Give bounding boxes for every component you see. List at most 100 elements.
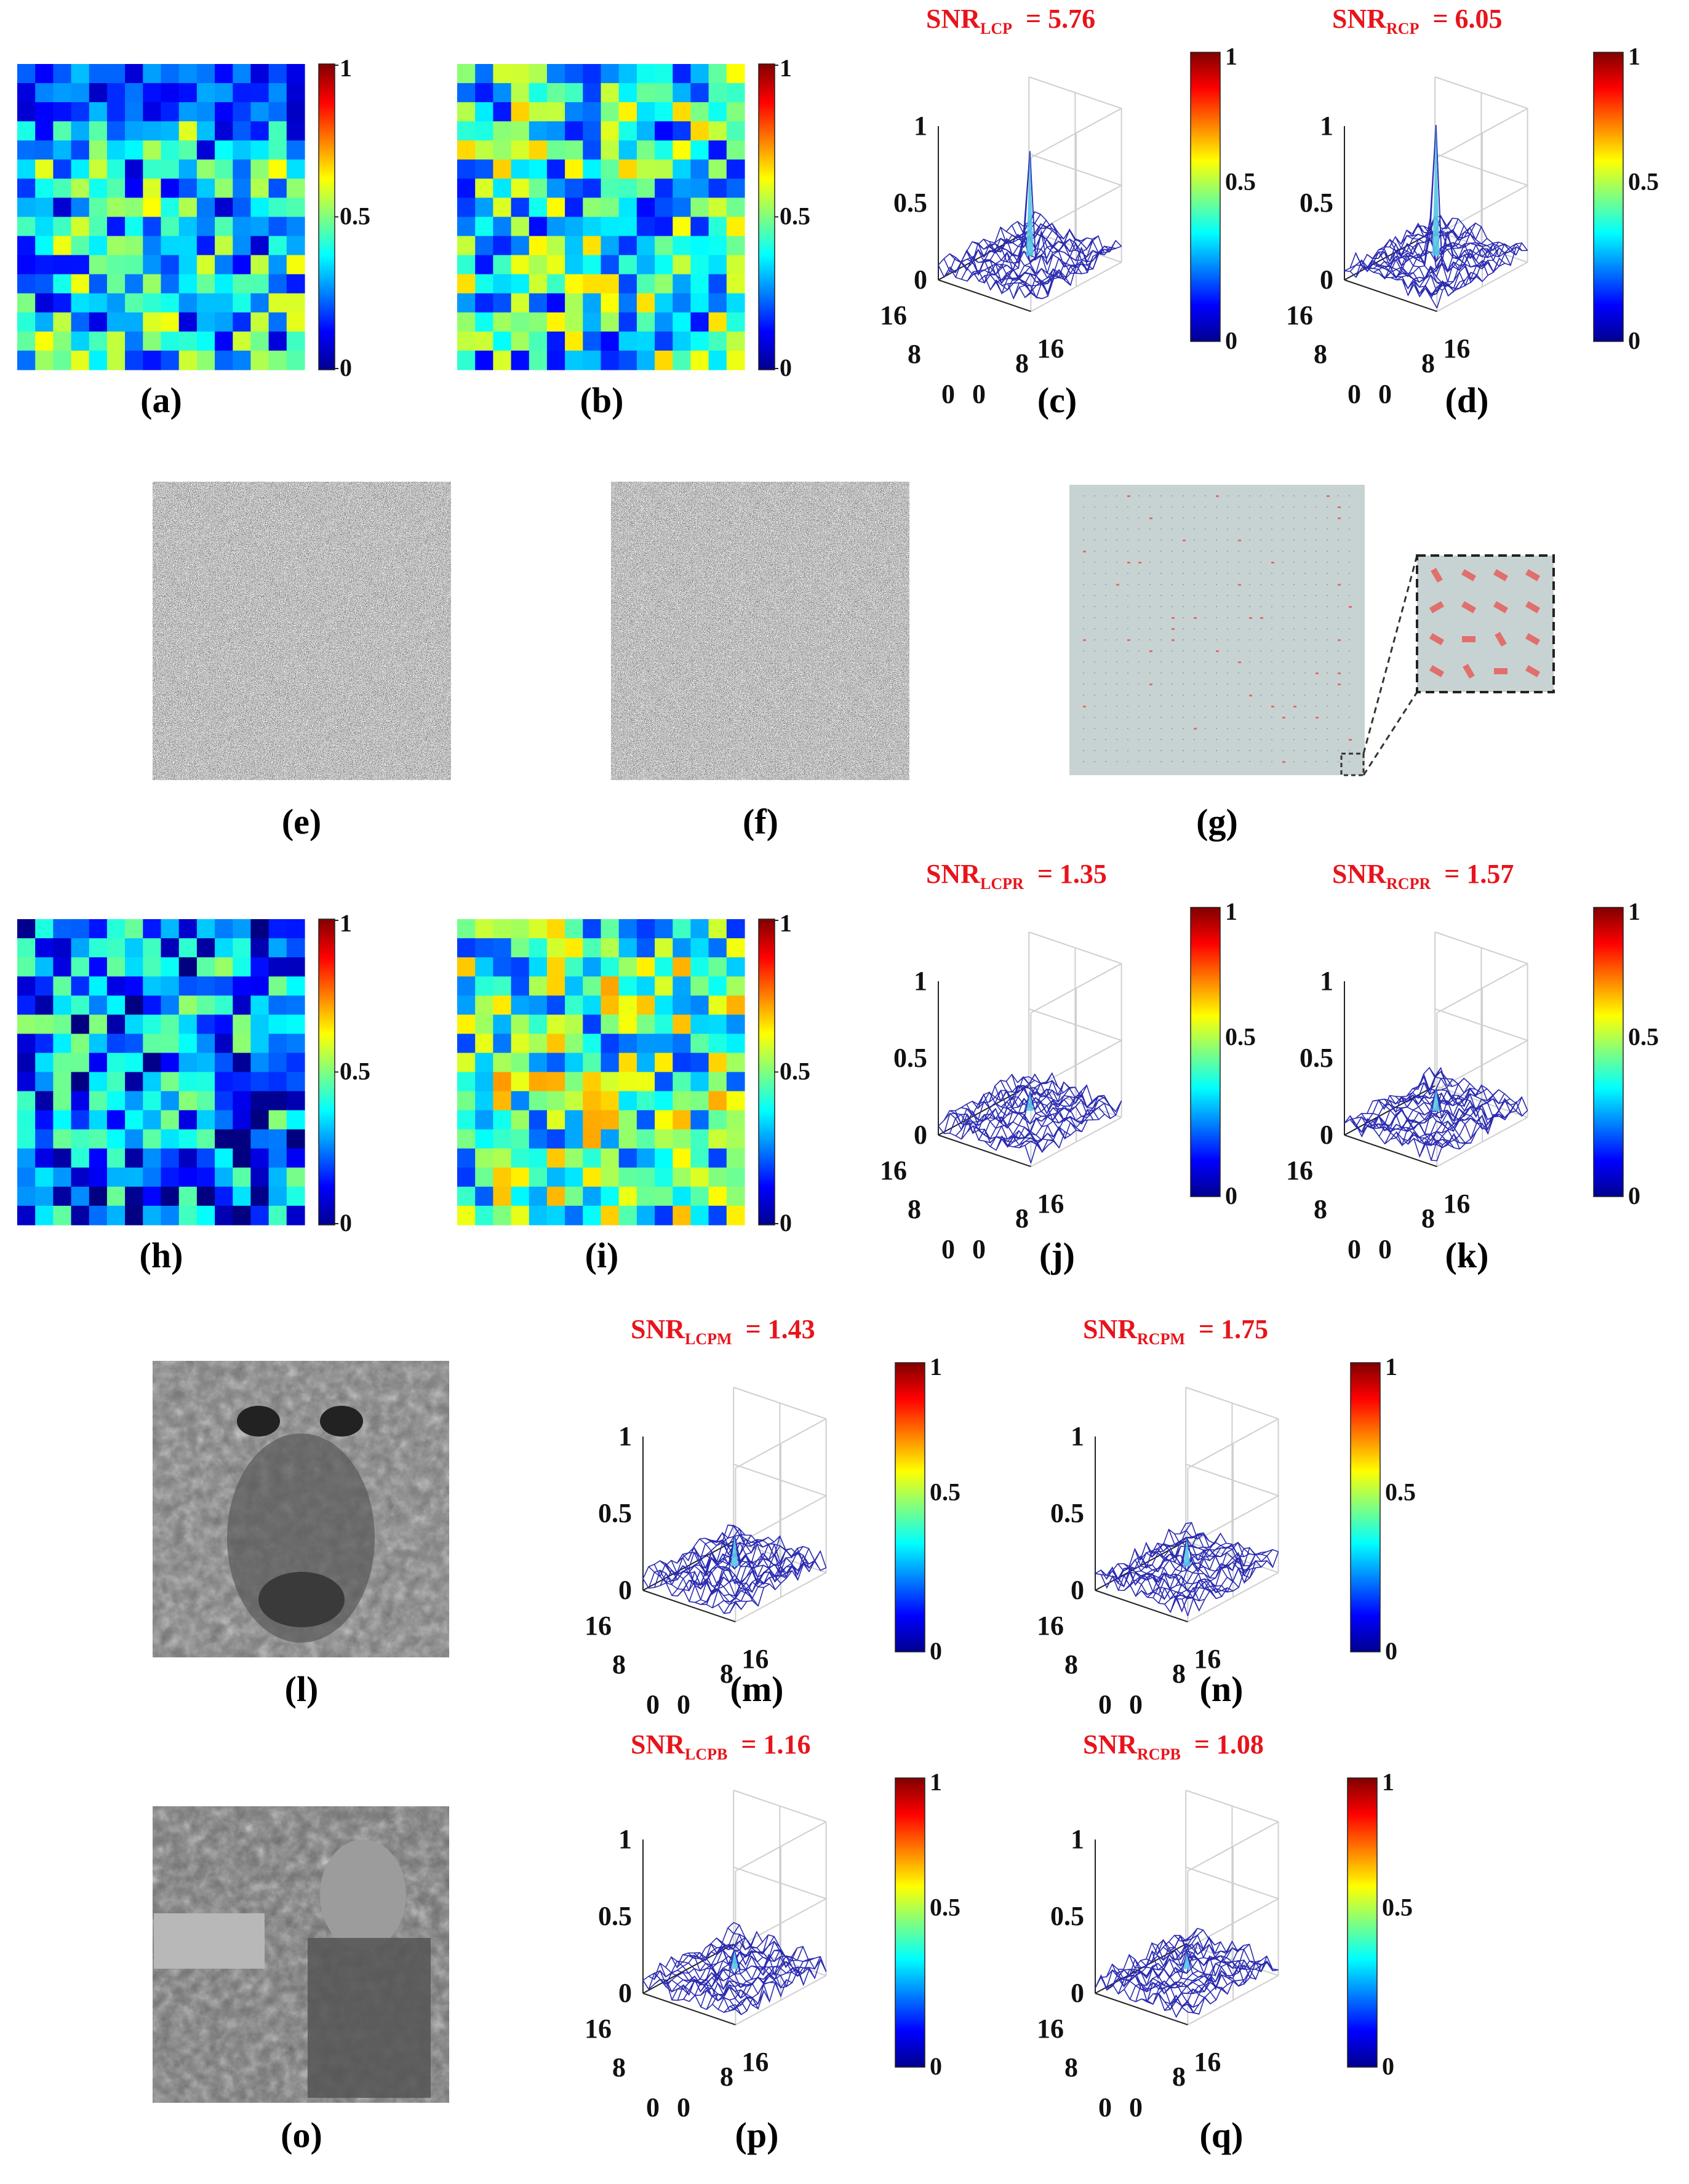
heatmap-cell: [286, 331, 305, 351]
heatmap-cell: [53, 236, 72, 256]
heatmap-cell: [726, 83, 745, 103]
heatmap-cell: [636, 1205, 655, 1226]
meta-atom: [1194, 639, 1195, 640]
panel-label-n: (n): [1200, 1669, 1244, 1709]
heatmap-cell: [250, 995, 270, 1015]
heatmap-cell: [601, 1186, 620, 1206]
meta-atom: [1238, 750, 1239, 751]
colorbar-tick: 1: [340, 909, 352, 937]
surface-peak: [1432, 1089, 1440, 1111]
meta-atom: [1205, 506, 1206, 508]
heatmap-cell: [250, 64, 270, 84]
meta-atom: [1083, 573, 1084, 574]
heatmap-cell: [475, 1053, 493, 1073]
meta-atom: [1282, 695, 1284, 696]
panel-label-h: (h): [140, 1235, 183, 1275]
heatmap-cell: [601, 102, 620, 122]
heatmap-cell: [89, 178, 108, 199]
meta-atom: [1249, 495, 1250, 496]
meta-atom: [1349, 540, 1350, 541]
meta-atom: [1282, 717, 1285, 719]
heatmap-cell: [53, 1091, 72, 1111]
panel-e-noise: [153, 482, 451, 780]
heatmap-cell: [250, 274, 270, 294]
meta-atom-zoom: [1525, 665, 1541, 677]
heatmap-cell: [143, 236, 162, 256]
heatmap-cell: [655, 274, 673, 294]
heatmap-cell: [71, 83, 90, 103]
meta-atom: [1227, 551, 1228, 552]
heatmap-cell: [655, 1014, 673, 1034]
meta-atom: [1094, 695, 1095, 696]
heatmap-cell: [106, 1110, 126, 1130]
heatmap-cell: [35, 1053, 54, 1073]
panel-label-b: (b): [580, 380, 624, 420]
meta-atom-zoom: [1493, 601, 1509, 613]
meta-atom: [1149, 628, 1151, 629]
heatmap-cell: [286, 1034, 305, 1054]
heatmap-cell: [583, 293, 602, 313]
heatmap-cell: [708, 293, 727, 313]
heatmap-cell: [457, 121, 476, 141]
meta-atom: [1327, 495, 1330, 497]
heatmap-cell: [655, 255, 673, 275]
heatmap-cell: [565, 1205, 583, 1226]
heatmap-cell: [475, 159, 493, 179]
heatmap-cell: [546, 331, 565, 351]
heatmap-cell: [726, 1014, 745, 1034]
heatmap-cell: [673, 957, 692, 977]
meta-atom: [1094, 617, 1095, 618]
meta-atom: [1227, 595, 1228, 596]
heatmap-cell: [196, 1034, 215, 1054]
heatmap-cell: [708, 83, 727, 103]
heatmap-cell: [89, 1053, 108, 1073]
heatmap-cell: [493, 995, 512, 1015]
heatmap-cell: [655, 140, 673, 160]
heatmap-cell: [125, 1167, 143, 1187]
heatmap-cell: [690, 919, 709, 939]
heatmap-cell: [457, 1110, 476, 1130]
heatmap-cell: [286, 102, 305, 122]
meta-atom: [1127, 584, 1128, 585]
heatmap-cell: [618, 976, 637, 996]
axis-tick: 16: [1037, 333, 1064, 364]
heatmap-cell: [529, 1034, 548, 1054]
heatmap-cell: [143, 350, 162, 370]
meta-atom: [1227, 650, 1228, 652]
colorbar-tick: 0: [1225, 327, 1237, 354]
heatmap-cell: [457, 1148, 476, 1168]
heatmap-cell: [143, 1091, 162, 1111]
meta-atom: [1094, 761, 1095, 762]
heatmap-cell: [618, 312, 637, 332]
heatmap-cell: [493, 350, 512, 370]
heatmap-cell: [655, 197, 673, 218]
meta-atom: [1338, 717, 1339, 718]
heatmap-cell: [565, 1148, 583, 1168]
heatmap-cell: [89, 121, 108, 141]
heatmap-cell: [196, 217, 215, 237]
meta-atom: [1216, 551, 1217, 552]
meta-atom: [1160, 540, 1162, 541]
meta-atom: [1083, 672, 1084, 674]
heatmap-cell: [511, 121, 530, 141]
z-tick: 1: [1071, 1421, 1084, 1451]
meta-atom: [1249, 706, 1250, 707]
colorbar-tick: 0: [780, 1209, 792, 1237]
heatmap-cell: [708, 1205, 727, 1226]
meta-atom: [1338, 728, 1339, 729]
heatmap-cell: [565, 976, 583, 996]
heatmap-cell: [690, 1186, 709, 1206]
meta-atom: [1172, 528, 1173, 530]
heatmap-cell: [493, 293, 512, 313]
heatmap-cell: [71, 1053, 90, 1073]
meta-atom: [1282, 584, 1284, 585]
meta-atom: [1338, 683, 1341, 685]
meta-atom: [1227, 540, 1228, 541]
heatmap-cell: [601, 255, 620, 275]
surface-peak: [730, 1950, 738, 1969]
heatmap-cell: [71, 995, 90, 1015]
meta-atom: [1116, 628, 1117, 629]
meta-atom: [1271, 695, 1272, 696]
heatmap-cell: [71, 102, 90, 122]
heatmap-cell: [106, 255, 126, 275]
